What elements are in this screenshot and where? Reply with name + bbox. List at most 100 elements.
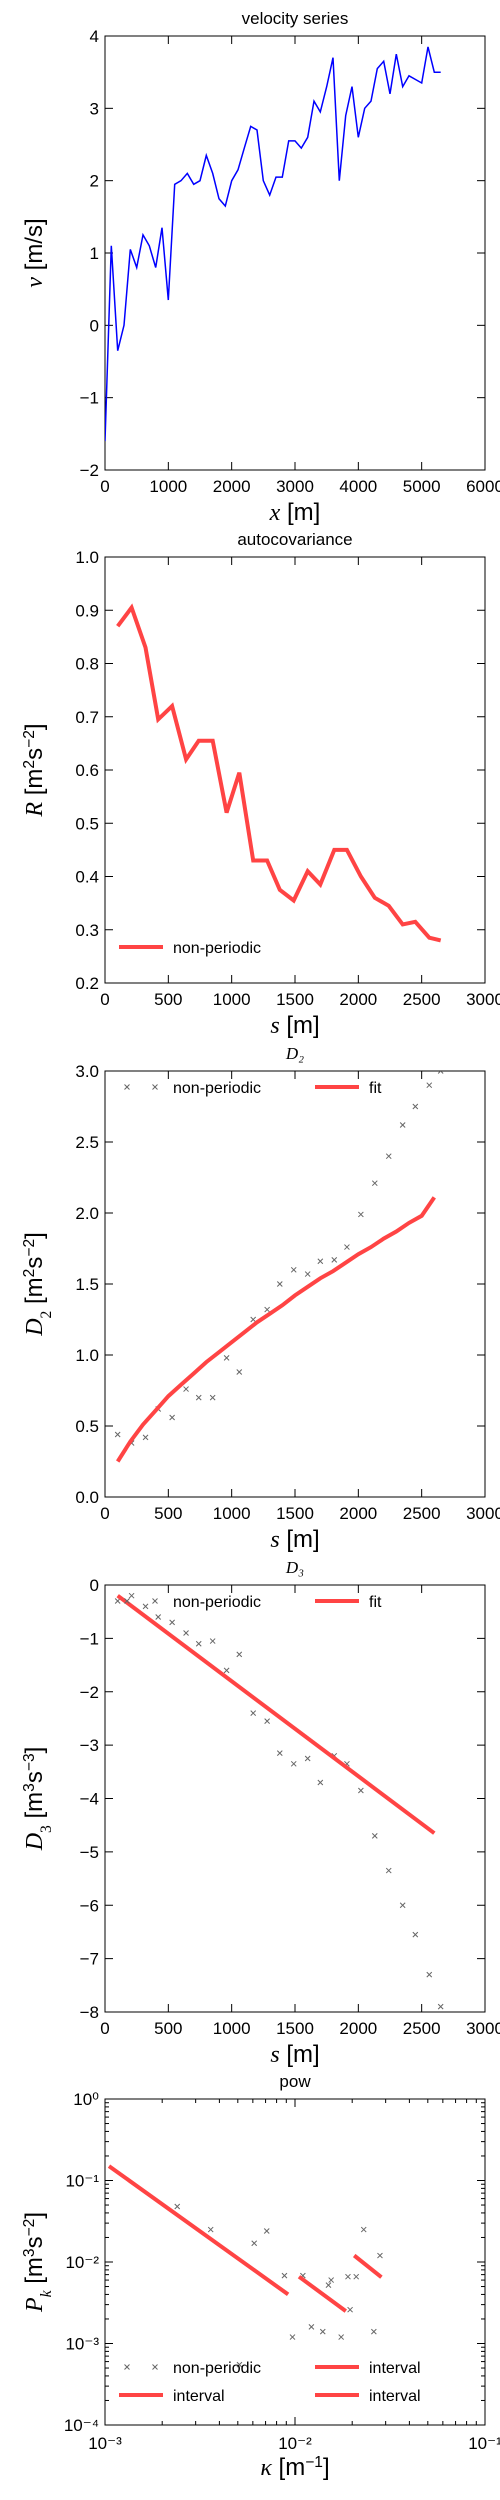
y-tick-label: −8	[80, 2003, 99, 2022]
legend-item: fit	[315, 1594, 382, 1611]
y-tick-label: 10⁻⁴	[64, 2416, 99, 2435]
tick-group: 0 1000 2000 3000 4000 5000 6000 −2 −1 0 1 2 3 4	[80, 27, 500, 496]
legend-marker	[152, 1084, 158, 1090]
data-point-marker	[209, 1394, 216, 1401]
chart-title: autocovariance	[237, 530, 352, 549]
data-point-marker	[325, 2282, 332, 2288]
data-layer	[114, 1071, 444, 1463]
data-point-marker	[289, 2334, 296, 2340]
x-tick-label: 3000	[466, 2019, 500, 2038]
x-tick-label: 0	[100, 2019, 109, 2038]
x-tick-label: 6000	[466, 477, 500, 496]
y-tick-label: 0.2	[75, 974, 99, 993]
x-tick-label: 4000	[339, 477, 377, 496]
data-point-marker	[331, 1257, 338, 1263]
data-layer	[105, 46, 441, 442]
x-tick-label: 3000	[466, 1504, 500, 1523]
y-tick-label: 0.6	[75, 761, 99, 780]
legend: non-periodic fit	[124, 1080, 382, 1097]
data-point-marker	[251, 2240, 258, 2247]
x-tick-label: 500	[154, 1504, 182, 1523]
y-tick-label: 10⁻³	[65, 2335, 99, 2354]
tick-group: 0 500 1000 1500 2000 2500 3000 0.2 0.3 0.4 0.5 0.6 0…	[75, 548, 500, 1009]
chart-panel-1: velocity series 0 1000 2000 3000 4000 5000 6000…	[21, 9, 500, 526]
data-point-marker	[317, 1258, 324, 1265]
data-point-marker	[371, 1180, 378, 1187]
data-point-marker	[437, 2003, 444, 2010]
data-point-marker	[290, 1760, 297, 1767]
data-point-marker	[155, 1614, 162, 1620]
data-layer	[114, 1592, 444, 2010]
plot-frame	[104, 556, 486, 984]
data-point-marker	[264, 1306, 270, 1313]
data-point-marker	[426, 1082, 433, 1089]
data-point-marker	[370, 2328, 377, 2335]
data-point-marker	[174, 2203, 181, 2210]
x-tick-label: 500	[154, 2019, 182, 2038]
data-point-marker	[347, 2306, 353, 2313]
data-point-marker	[142, 1603, 149, 1610]
x-axis-label: s [m]	[270, 2041, 319, 2068]
legend-item: interval	[315, 2388, 421, 2405]
series-line-3	[297, 2275, 347, 2313]
data-point-marker	[250, 1316, 257, 1323]
data-point-marker	[304, 1755, 311, 1762]
y-axis-label: R [m2s−2]	[21, 723, 49, 817]
data-point-marker	[276, 1281, 283, 1287]
data-point-marker	[209, 1638, 216, 1644]
data-point-marker	[142, 1434, 149, 1441]
legend-label: non-periodic	[173, 1080, 261, 1097]
data-point-marker	[169, 1414, 175, 1421]
data-point-marker	[183, 1386, 189, 1392]
chart-title: pow	[279, 2072, 311, 2091]
y-axis-label: Pk [m3s−2]	[21, 2212, 55, 2313]
x-tick-label: 1500	[276, 2019, 314, 2038]
x-tick-label: 2500	[403, 2019, 441, 2038]
x-tick-label: 0	[100, 990, 109, 1009]
legend-marker	[152, 1598, 158, 1604]
x-tick-label: 2500	[403, 990, 441, 1009]
series-line-2	[107, 2164, 290, 2297]
y-tick-label: 0	[90, 1576, 99, 1595]
legend: non-periodic fit	[124, 1594, 382, 1611]
data-point-marker	[207, 2226, 214, 2233]
legend-marker	[124, 1598, 130, 1604]
x-tick-label: 1000	[213, 990, 251, 1009]
y-tick-label: −4	[80, 1790, 99, 1809]
legend-item: non-periodic	[124, 1594, 261, 1611]
legend-marker	[124, 2364, 130, 2370]
y-tick-label: 2	[90, 172, 99, 191]
y-tick-label: 10⁻²	[65, 2253, 99, 2272]
y-tick-label: 3	[90, 99, 99, 118]
y-tick-label: 4	[90, 27, 99, 46]
series-line-4	[352, 2253, 383, 2279]
x-axis-label: s [m]	[270, 1526, 319, 1553]
y-tick-label: 0.0	[75, 1488, 99, 1507]
y-tick-label: −1	[80, 389, 99, 408]
y-tick-label: 2.5	[75, 1133, 99, 1152]
legend-marker	[124, 1084, 130, 1090]
y-tick-label: −5	[80, 1843, 99, 1862]
legend-label: interval	[369, 2360, 421, 2377]
y-tick-label: 1.0	[75, 1346, 99, 1365]
data-point-marker	[250, 1710, 257, 1716]
chart-title: velocity series	[242, 9, 349, 28]
x-tick-label: 10⁻²	[278, 2434, 312, 2453]
chart-panel-2: autocovariance 0 500 1000 1500 2000 2500 3000 0.…	[21, 530, 500, 1039]
x-axis-label: s [m]	[270, 1012, 319, 1039]
data-point-marker	[169, 1619, 175, 1626]
legend: non-periodic interval interval interval	[119, 2360, 421, 2405]
y-tick-label: 3.0	[75, 1062, 99, 1081]
x-tick-label: 10⁻³	[88, 2434, 122, 2453]
x-tick-label: 10⁻¹	[468, 2434, 500, 2453]
legend-label: non-periodic	[173, 940, 261, 957]
series-line-1	[105, 46, 441, 442]
chart-panel-3: D₂ 0 500 1000 1500 2000 2500 3000 0.0 0.5 1.0 1.5 2.…	[21, 1044, 500, 1553]
data-point-marker	[399, 1122, 406, 1128]
data-layer	[116, 603, 442, 943]
plot-frame	[104, 1070, 486, 1498]
data-point-marker	[236, 1369, 243, 1375]
data-point-marker	[399, 1902, 406, 1909]
legend-item: interval	[315, 2360, 421, 2377]
legend-item: interval	[119, 2388, 225, 2405]
